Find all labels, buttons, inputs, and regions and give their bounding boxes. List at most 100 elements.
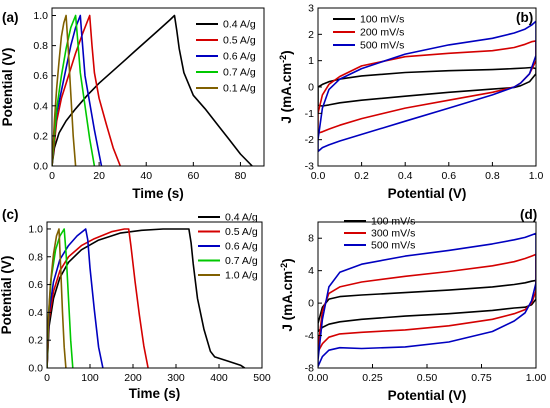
y-tick-label: 4 [308,265,314,277]
y-axis-title-end: ) [279,50,294,55]
panel-label: (c) [2,207,19,222]
y-tick-label: 1.0 [28,223,43,235]
x-axis-title: Potential (V) [388,186,467,201]
panel-d: 0.00 0.25 0.50 0.75 1.00 -8 -4 0 4 8 Potential (V)… [279,207,546,403]
y-tick-label: 0.8 [33,40,48,52]
x-tick-label: 1.0 [529,170,544,182]
x-tick-label: 0.6 [441,170,456,182]
y-tick-label: 0.0 [28,363,43,375]
y-tick-label: 0.0 [33,161,48,173]
x-tick-label: 0.25 [362,372,383,384]
series-line-0 [318,66,536,107]
legend-label: 1.0 A/g [225,270,258,282]
y-tick-label: 1.0 [33,10,48,22]
x-axis-title: Time (s) [132,186,184,201]
panel-b: 0.0 0.2 0.4 0.6 0.8 1.0 -3 -2 -1 0 1 2 3 Potential (V… [278,3,543,202]
legend-label: 0.5 A/g [223,35,256,47]
x-tick-label: 400 [210,372,228,384]
legend-label: 0.7 A/g [223,67,256,79]
x-tick-label: 0 [49,170,55,182]
x-tick-label: 1.00 [526,372,547,384]
y-tick-label: 0.2 [33,130,48,142]
y-tick-label: 0 [308,82,314,94]
y-tick-label: 0 [308,298,314,310]
legend-label: 200 mV/s [360,27,404,39]
legend: 0.4 A/g 0.5 A/g 0.6 A/g 0.7 A/g 0.1 A/g [196,19,256,95]
legend-label: 500 mV/s [371,240,415,252]
y-tick-label: 2 [308,29,314,41]
plot-frame [51,7,265,167]
y-tick-label: 0.8 [28,251,43,263]
x-tick-label: 300 [167,372,185,384]
series-line-2 [318,232,536,368]
y-tick-label: -2 [305,134,314,146]
series-line-1 [318,253,536,353]
x-tick-label: 20 [93,170,105,182]
plot-area [52,14,253,166]
series-line-2 [52,14,103,166]
y-tick-label: 0.6 [33,70,48,82]
legend-label: 0.4 A/g [223,19,256,31]
y-tick-label: 0.6 [28,279,43,291]
x-tick-label: 100 [81,372,99,384]
legend-label: 0.7 A/g [225,255,258,267]
y-tick-label: 0.4 [28,307,43,319]
x-tick-label: 500 [253,372,271,384]
legend-label: 0.6 A/g [223,51,256,63]
series-line-2 [318,20,536,153]
x-tick-label: 0.4 [398,170,413,182]
series-line-2 [47,228,104,368]
x-tick-label: 80 [235,170,247,182]
series-line-4 [52,14,77,166]
y-axis-title-main: J (mA.cm [279,63,294,124]
legend-label: 100 mV/s [360,14,404,26]
y-tick-label: 8 [308,233,314,245]
y-tick-label: -4 [305,330,314,342]
plot-frame [46,221,263,369]
series-line-3 [52,14,96,166]
series-line-1 [318,40,536,134]
legend-label: 100 mV/s [371,216,415,228]
y-axis-title-main: J (mA.cm [280,271,295,332]
x-tick-label: 60 [187,170,199,182]
panel-label: (d) [520,207,537,222]
plot-area [318,232,536,368]
x-tick-label: 0.75 [471,372,492,384]
series-line-1 [47,228,149,368]
legend-label: 500 mV/s [360,40,404,52]
x-tick-label: 40 [140,170,152,182]
x-tick-label: 0.0 [311,170,326,182]
panel-label: (b) [516,10,533,25]
y-axis-title-sup: -2 [279,263,289,271]
y-axis-title: J (mA.cm-2) [279,258,295,331]
plot-area [47,228,246,368]
legend-label: 0.6 A/g [225,241,258,253]
panel-c: 0 100 200 300 400 500 0.0 0.2 0.4 0.6 0.8 1.0 Time (… [0,207,271,401]
legend: 0.4 A/g 0.5 A/g 0.6 A/g 0.7 A/g 1.0 A/g [198,212,258,282]
y-tick-label: -8 [305,363,314,375]
series-line-0 [318,279,536,333]
x-tick-label: 0.00 [308,372,329,384]
y-axis-title-end: ) [280,258,295,263]
y-axis-title-sup: -2 [278,55,288,63]
series-line-1 [52,14,122,166]
x-axis-title: Time (s) [129,386,181,401]
y-axis-title: J (mA.cm-2) [278,50,294,123]
x-tick-label: 0 [44,372,50,384]
x-tick-label: 0.2 [354,170,369,182]
x-axis-title: Potential (V) [388,388,467,403]
legend-label: 0.1 A/g [223,83,256,95]
series-line-0 [47,228,246,368]
y-tick-label: 0.2 [28,335,43,347]
panel-label: (a) [2,10,19,25]
y-axis-title: Potential (V) [0,48,15,127]
y-tick-label: 0.4 [33,100,48,112]
y-tick-label: -1 [305,108,314,120]
y-tick-label: -3 [305,161,314,173]
x-tick-label: 0.50 [417,372,438,384]
legend-label: 0.4 A/g [225,212,258,224]
y-axis-title: Potential (V) [0,256,14,335]
